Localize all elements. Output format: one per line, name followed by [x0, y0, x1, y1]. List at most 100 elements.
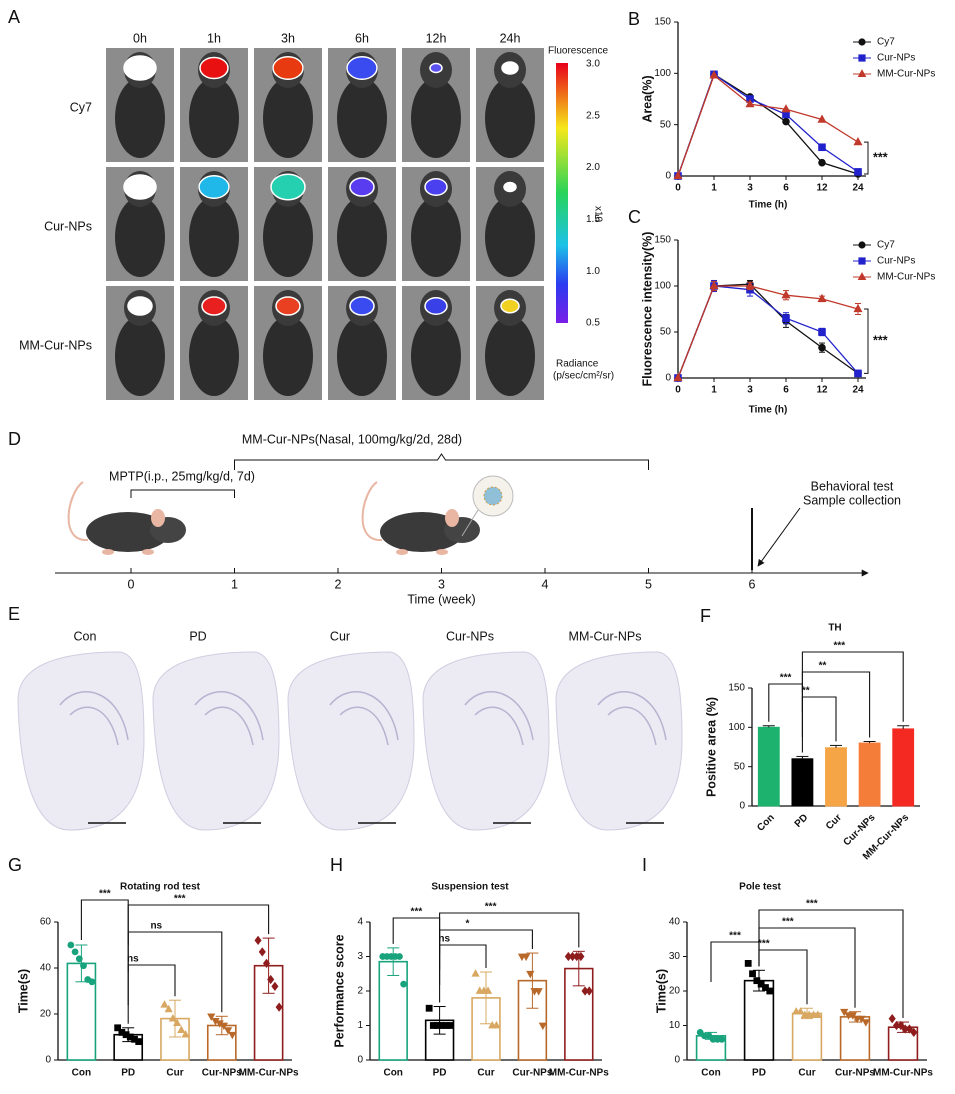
chart-title: Pole test — [739, 882, 781, 893]
point — [782, 117, 790, 126]
x-axis-label: Time (h) — [749, 200, 788, 211]
panel-letter: A — [8, 7, 20, 27]
x-tick-label: Cur — [477, 1068, 494, 1079]
point — [818, 143, 826, 152]
mouse-body — [337, 78, 387, 158]
mouse-body — [411, 316, 461, 396]
colorbar-tick: 2.0 — [586, 162, 600, 173]
chart-title: Suspension test — [431, 882, 509, 893]
panel-letter: I — [642, 855, 647, 875]
mouse-ear — [445, 509, 459, 527]
significance-label: *** — [99, 889, 111, 900]
signal — [349, 177, 375, 197]
y-axis-label: Time(s) — [654, 969, 668, 1013]
data-point — [888, 1013, 896, 1024]
section-label: Con — [74, 629, 97, 643]
legend-marker — [858, 54, 866, 62]
legend-marker — [858, 241, 866, 249]
significance-label: *** — [758, 939, 770, 950]
x-tick-label: MM-Cur-NPs — [239, 1068, 299, 1079]
significance-bracket — [758, 909, 904, 1019]
signal — [501, 61, 519, 75]
hippocampus — [59, 691, 129, 746]
data-point — [585, 986, 593, 996]
x-tick-label: 12 — [816, 385, 828, 396]
y-axis-label: Time(s) — [16, 969, 30, 1013]
x-tick-label: Con — [72, 1068, 91, 1079]
signal — [429, 62, 443, 74]
timeline-tick-label: 2 — [335, 577, 342, 591]
x-tick-label: Cur-NPs — [512, 1068, 552, 1079]
data-point — [483, 986, 493, 994]
signal — [199, 56, 229, 80]
colorbar-tick: 3.0 — [586, 59, 600, 70]
section-label: Cur-NPs — [446, 629, 494, 643]
significance-label: ** — [819, 661, 827, 672]
point — [709, 280, 719, 290]
significance-label: *** — [834, 641, 846, 652]
data-point — [160, 1000, 169, 1008]
point — [745, 99, 755, 108]
mouse-body — [115, 316, 165, 396]
y-tick-label: 2 — [357, 986, 363, 997]
endpoint-arrow — [757, 507, 801, 567]
series-line — [677, 285, 859, 379]
x-tick-label: Cur — [166, 1068, 183, 1079]
timeline-tick-label: 1 — [231, 577, 238, 591]
mouse-foot — [436, 549, 448, 555]
timeline-tick-label: 4 — [542, 577, 549, 591]
timeline-tick-label: 0 — [128, 577, 135, 591]
point — [853, 137, 863, 146]
y-tick-label: 30 — [669, 951, 681, 962]
data-point — [526, 970, 535, 979]
significance-bracket — [864, 308, 869, 374]
significance-label: *** — [485, 902, 497, 913]
hippocampus — [329, 691, 399, 746]
data-point — [840, 1008, 849, 1017]
signal — [201, 296, 227, 316]
data-point — [446, 1022, 454, 1029]
section-label: MM-Cur-NPs — [569, 629, 642, 643]
data-point — [705, 1032, 713, 1040]
x-tick-label: 6 — [783, 385, 789, 396]
mouse-body — [189, 197, 239, 277]
x-tick-label: 3 — [747, 183, 753, 194]
x-tick-label: 12 — [816, 183, 828, 194]
y-tick-label: 0 — [357, 1055, 363, 1066]
y-axis-label: Performance score — [332, 934, 346, 1047]
x-tick-label: Cur-NPs — [835, 1068, 875, 1079]
data-point — [396, 953, 403, 960]
brain-section — [422, 651, 550, 831]
data-point — [267, 974, 275, 985]
chart-title: TH — [828, 623, 841, 634]
panel-letter: E — [8, 604, 20, 624]
y-tick-label: 20 — [40, 1009, 52, 1020]
signal — [270, 173, 306, 201]
data-point — [905, 1024, 914, 1034]
y-tick-label: 40 — [669, 917, 681, 928]
data-point — [753, 977, 761, 985]
endpoint-label: Behavioral test — [811, 479, 894, 493]
bar — [253, 964, 284, 1061]
data-point — [114, 1024, 122, 1032]
mouse-body — [189, 316, 239, 396]
data-point — [275, 1002, 283, 1012]
x-tick-label: Con — [383, 1068, 402, 1079]
y-tick-label: 50 — [734, 761, 746, 772]
significance-label: ns — [438, 934, 450, 945]
significance-bracket — [439, 944, 487, 985]
y-tick-label: 60 — [40, 917, 52, 928]
y-tick-label: 10 — [669, 1020, 681, 1031]
treatment-brace — [234, 453, 649, 470]
brain-section — [17, 651, 145, 831]
significance-bracket — [801, 696, 837, 742]
panel-letter: H — [330, 855, 343, 875]
timeline-tick-label: 3 — [438, 577, 445, 591]
signal — [346, 56, 378, 80]
data-point — [744, 959, 752, 967]
legend-label: MM-Cur-NPs — [877, 272, 935, 283]
x-tick-label: PD — [752, 1068, 766, 1079]
brain-section — [555, 651, 683, 831]
treatment-label: MM-Cur-NPs(Nasal, 100mg/kg/2d, 28d) — [242, 432, 462, 446]
x-tick-label: PD — [433, 1068, 447, 1079]
